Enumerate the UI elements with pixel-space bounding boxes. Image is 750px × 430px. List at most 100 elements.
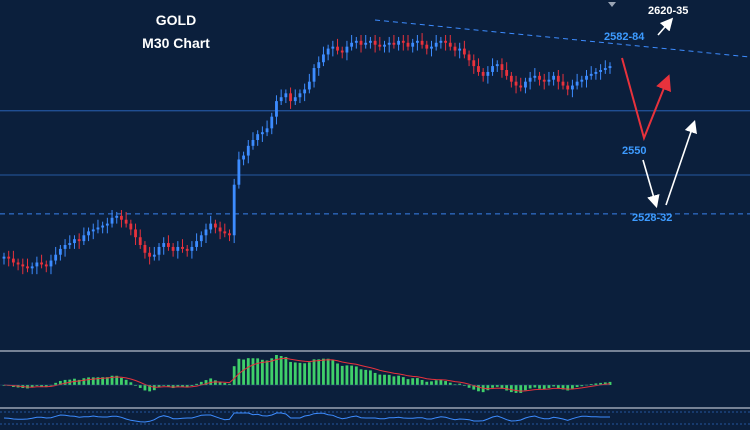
histogram-bar <box>350 365 354 385</box>
candle <box>509 71 513 88</box>
target-label-2528: 2528-32 <box>632 212 672 224</box>
candle <box>246 140 250 164</box>
candle <box>228 229 231 242</box>
candle <box>392 35 396 49</box>
candle <box>101 221 105 234</box>
candle <box>218 221 222 240</box>
candle <box>505 62 509 80</box>
candle <box>82 227 86 245</box>
histogram-bar <box>326 358 330 385</box>
histogram-bar <box>228 383 231 385</box>
candle <box>152 246 156 261</box>
candle <box>256 130 260 146</box>
candle <box>307 73 311 94</box>
candle <box>58 245 62 261</box>
candle <box>481 68 485 82</box>
histogram-bar <box>284 356 288 385</box>
candle <box>585 70 588 88</box>
red-projection-arrow <box>621 57 671 142</box>
white-target-arrow <box>657 17 674 36</box>
candle <box>209 215 213 234</box>
candle <box>232 178 236 244</box>
candle <box>589 66 593 80</box>
histogram-bar <box>603 382 607 385</box>
histogram-bar <box>505 385 509 391</box>
histogram-bar <box>82 378 86 385</box>
candle <box>603 60 607 74</box>
candle <box>312 64 316 88</box>
histogram-bar <box>519 385 523 393</box>
candle <box>500 58 504 78</box>
candle <box>397 36 401 51</box>
histogram-bar <box>30 385 34 388</box>
histogram-bar <box>533 385 537 388</box>
histogram-bar <box>101 377 105 385</box>
histogram-bar <box>181 385 184 388</box>
candle <box>345 40 349 61</box>
candle <box>7 250 11 267</box>
histogram-bar <box>524 385 527 391</box>
candle <box>538 71 541 86</box>
candle <box>514 75 518 94</box>
candle <box>420 33 424 49</box>
histogram-bar <box>378 374 382 385</box>
candle <box>129 219 133 236</box>
candle <box>608 62 612 74</box>
histogram-bar <box>246 358 250 385</box>
candle <box>350 35 354 51</box>
histogram-bar <box>345 365 349 385</box>
candle <box>16 258 20 271</box>
histogram-bar <box>448 382 452 385</box>
candle <box>120 210 123 228</box>
histogram-bar <box>317 359 321 385</box>
candle <box>462 40 466 59</box>
histogram-bar <box>120 377 123 385</box>
histogram-bar <box>162 385 166 386</box>
histogram-bar <box>608 381 612 385</box>
candle <box>30 262 34 275</box>
histogram-bar <box>439 379 443 385</box>
candle <box>491 58 494 76</box>
histogram-bar <box>434 380 438 385</box>
histogram-bar <box>199 381 203 385</box>
oscillator-histogram <box>2 355 612 393</box>
white-down-arrow <box>642 159 660 209</box>
candle <box>63 239 67 257</box>
histogram-bar <box>44 385 48 388</box>
candle <box>322 46 325 67</box>
histogram-bar <box>594 383 598 385</box>
histogram-bar <box>96 377 100 385</box>
candle <box>575 73 579 90</box>
histogram-bar <box>599 382 603 385</box>
candle <box>477 58 480 76</box>
level-lines <box>0 110 750 215</box>
white-up-arrow <box>665 119 697 206</box>
candle <box>242 151 245 166</box>
candle <box>556 70 560 90</box>
candle <box>91 223 95 240</box>
histogram-bar <box>312 359 316 385</box>
histogram-bar <box>129 382 133 385</box>
histogram-bar <box>124 379 128 385</box>
candle <box>486 66 490 84</box>
histogram-bar <box>232 366 236 385</box>
histogram-bar <box>110 375 114 385</box>
candle <box>378 36 382 51</box>
histogram-bar <box>115 375 119 385</box>
candle <box>524 77 527 94</box>
candle <box>571 79 574 98</box>
candle <box>260 126 264 142</box>
histogram-bar <box>105 377 109 385</box>
histogram-bar <box>359 369 363 385</box>
candle <box>542 73 546 90</box>
histogram-bar <box>176 385 180 387</box>
candle <box>44 260 48 273</box>
histogram-bar <box>542 385 546 390</box>
candle <box>373 35 377 53</box>
candle <box>54 246 58 265</box>
histogram-bar <box>242 359 245 385</box>
candle <box>552 71 556 86</box>
candle <box>96 219 100 234</box>
histogram-bar <box>298 362 302 385</box>
candle <box>213 219 217 234</box>
